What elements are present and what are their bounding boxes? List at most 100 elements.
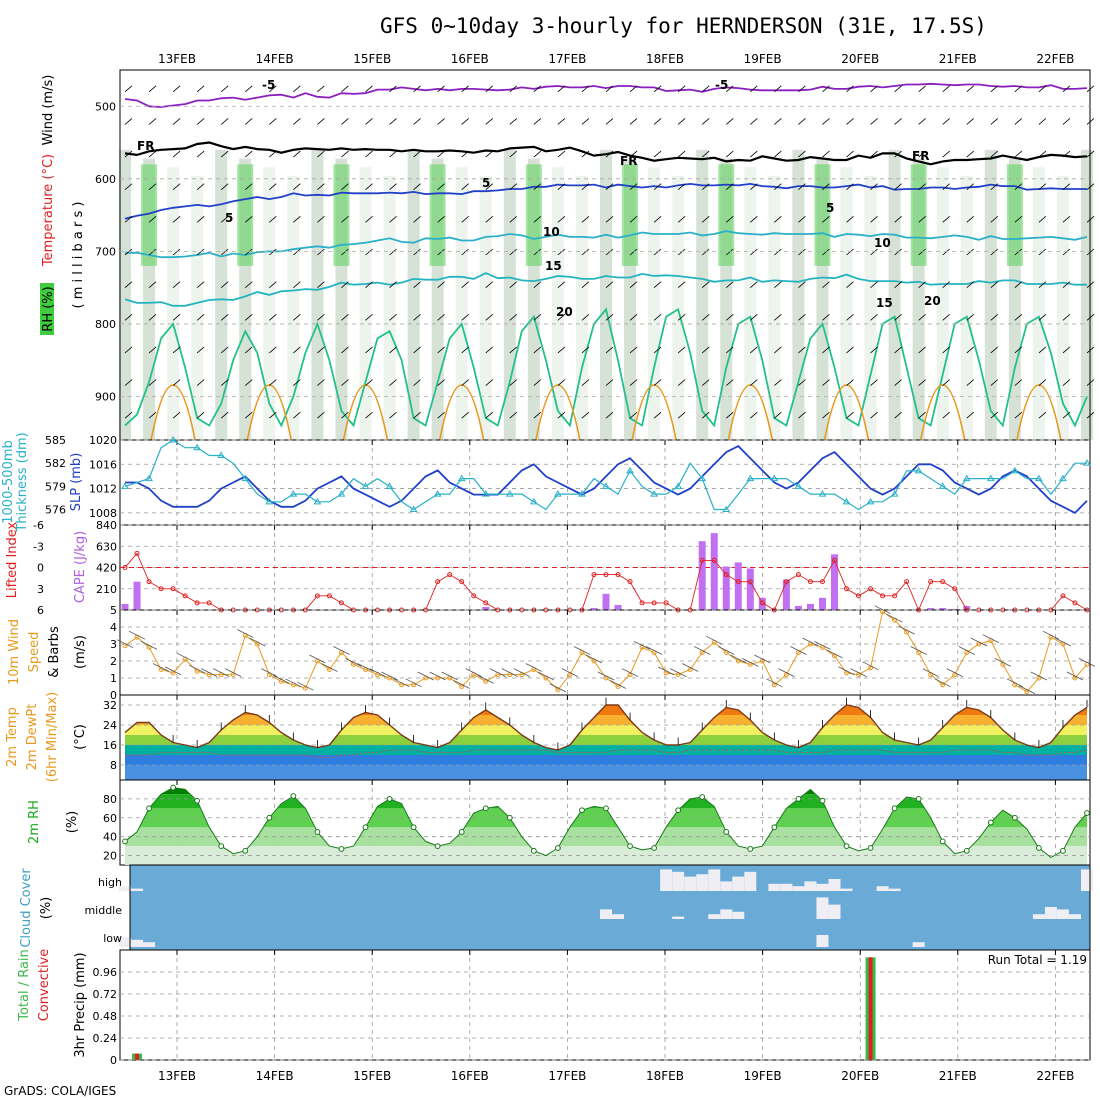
thickness-marker	[650, 490, 658, 497]
lifted-index-marker	[747, 579, 753, 585]
date-label-top: 17FEB	[548, 52, 586, 66]
wind-barb	[269, 85, 277, 93]
cape-bar	[830, 554, 838, 610]
thickness-marker	[746, 474, 755, 482]
surface-wind-barb	[850, 668, 867, 677]
wind-barb	[557, 379, 566, 386]
wind-barb	[293, 150, 301, 158]
dewpoint-line	[125, 749, 1088, 758]
contour-label: FR	[912, 149, 929, 163]
top-date-axis: 13FEB 14FEB 15FEB 16FEB 17FEB 18FEB 19FEB 20FEB…	[158, 52, 1074, 66]
wind-barb	[413, 118, 421, 125]
wind-barb	[1014, 248, 1023, 256]
surface-wind-barb	[874, 605, 891, 615]
contour-label: -5	[715, 78, 728, 92]
surface-wind-barb	[561, 668, 579, 677]
wind-barb	[533, 411, 542, 419]
cloud-middle-cell	[732, 911, 745, 919]
cape-tick-label: 420	[96, 562, 117, 575]
wind-barb	[196, 118, 205, 125]
wind-barb	[172, 346, 181, 354]
wind-barb	[437, 150, 445, 158]
rh-shading	[575, 175, 588, 440]
cloud-row-label: high	[98, 876, 122, 889]
cape-bar	[927, 607, 935, 610]
rh-marker	[867, 845, 874, 851]
wind-barb	[918, 346, 926, 354]
temperature-band	[125, 735, 1087, 745]
cloud-low-cell	[119, 937, 131, 947]
temperature-tick-label: 32	[103, 699, 117, 712]
wind-barb	[605, 248, 614, 256]
surface-wind-barb	[994, 658, 1012, 667]
thickness-marker	[986, 474, 995, 482]
cape-tick-label: 210	[96, 583, 117, 596]
thickness-slp-panel: 1008 1012 1016 1020 576 579 582 585 1000-500mb Th…	[1, 432, 1091, 533]
wind-barb	[701, 411, 710, 419]
thickness-marker	[554, 490, 562, 497]
surface-wind-barb	[910, 646, 927, 655]
thickness-marker	[1035, 474, 1043, 482]
wind-barb	[509, 85, 518, 93]
wind-barb	[341, 216, 349, 223]
thickness-tick-label: 576	[45, 504, 66, 517]
pressure-tick-label: 600	[95, 173, 116, 186]
wind-barb	[365, 411, 373, 419]
surface-wind-barb	[730, 654, 747, 664]
wind-barb	[581, 150, 590, 158]
wind-barb	[148, 118, 157, 125]
wind-barb	[725, 118, 734, 125]
contour-label: -5	[262, 78, 275, 92]
surface-wind-barb	[982, 634, 999, 643]
date-label-top: 20FEB	[841, 52, 879, 66]
thickness-marker	[602, 482, 610, 489]
date-label-top: 14FEB	[256, 52, 294, 66]
cloud-low-cell	[816, 935, 829, 947]
lifted-index-marker	[603, 572, 609, 578]
wind-barb	[942, 313, 950, 321]
wind-barb	[509, 183, 518, 191]
wind-barb	[629, 118, 638, 125]
wind-barb	[822, 248, 830, 256]
wind-barb	[220, 411, 229, 419]
wind-barb	[389, 150, 397, 158]
lifted-index-marker	[795, 572, 801, 578]
surface-wind-barb	[321, 663, 338, 672]
wind-barb	[918, 150, 926, 158]
lifted-tick-label: -3	[33, 540, 44, 553]
rh-shading	[383, 175, 396, 440]
temp-axis-label-3: (6hr Min/Max)	[45, 692, 60, 782]
cloud-background	[130, 865, 1090, 950]
rh-shading	[311, 149, 324, 440]
wind-barb	[461, 216, 469, 223]
lifted-index-marker	[783, 579, 789, 585]
wind-barb	[509, 346, 518, 354]
wind-barb	[172, 281, 181, 288]
wind-barb	[942, 248, 950, 256]
lifted-index-marker	[711, 557, 717, 563]
surface-wind-barb	[261, 668, 278, 677]
surface-wind-barb	[176, 652, 194, 662]
rh-marker	[1060, 847, 1066, 854]
thickness-line	[124, 439, 1087, 511]
rh-marker	[290, 793, 297, 799]
surface-wind-barb	[273, 675, 290, 684]
wind-barb	[629, 150, 638, 158]
rh-marker	[146, 805, 152, 812]
wind-barb	[750, 248, 758, 256]
thickness-marker	[794, 482, 803, 489]
wind-barb	[413, 346, 421, 354]
wind-barb	[822, 411, 830, 419]
wind-barb	[437, 411, 445, 419]
surface-wind-barb	[164, 666, 182, 676]
wind-barb	[485, 379, 494, 386]
wind-barb	[822, 118, 830, 125]
wind-barb	[653, 411, 662, 419]
wind-barb	[557, 346, 566, 354]
wind-panel: 0 1 2 3 4 5 10m Wind Speed & Barbs (m/s)	[7, 604, 1096, 702]
rh-marker	[434, 843, 441, 850]
wind-barb	[461, 281, 469, 288]
thickness-marker	[1010, 466, 1019, 474]
wind-barb	[533, 248, 542, 256]
wind-barb	[798, 85, 806, 93]
